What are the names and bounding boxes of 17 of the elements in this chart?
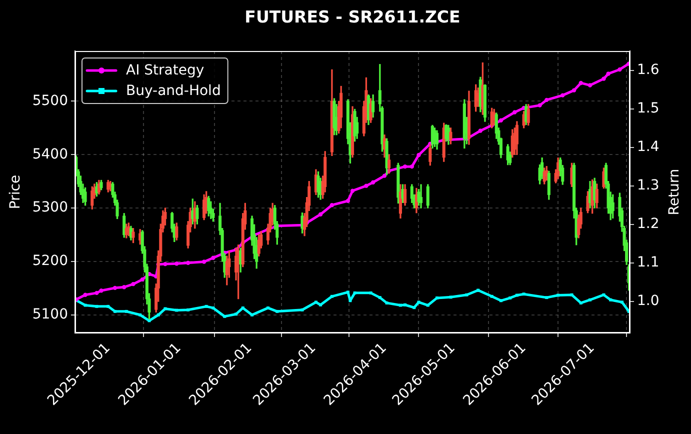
legend-label: Buy-and-Hold (126, 83, 221, 100)
y2-tick-label: 1.5 (637, 100, 660, 116)
y-axis-title: Price (8, 174, 24, 210)
y2-tick-label: 1.6 (637, 62, 660, 78)
y2-tick-label: 1.2 (637, 216, 660, 232)
y2-tick-label: 1.3 (637, 177, 660, 194)
y-tick-label: 5500 (32, 92, 68, 109)
y2-axis-title: Return (666, 168, 683, 216)
legend-label: AI Strategy (126, 62, 204, 79)
chart-title: FUTURES - SR2611.ZCE (244, 7, 460, 26)
y2-tick-label: 1.1 (637, 254, 660, 271)
y-tick-label: 5200 (32, 253, 68, 270)
y-tick-label: 5300 (32, 200, 68, 216)
y-tick-label: 5400 (32, 146, 68, 162)
y2-tick-label: 1.0 (637, 293, 660, 310)
y-tick-label: 5100 (32, 306, 68, 322)
y2-tick-label: 1.4 (637, 138, 660, 155)
